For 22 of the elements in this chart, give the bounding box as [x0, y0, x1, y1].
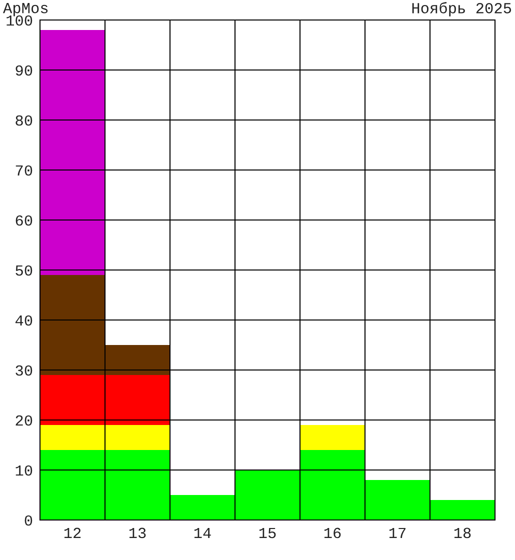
chart-title: ApMos [3, 3, 48, 16]
x-tick-label: 16 [324, 528, 341, 538]
y-tick-label: 70 [16, 165, 32, 176]
y-tick-label: 60 [16, 215, 32, 226]
x-tick-label: 18 [454, 528, 471, 538]
bar [300, 425, 365, 450]
x-tick-label: 15 [259, 528, 276, 538]
y-tick-label: 40 [15, 315, 32, 326]
chart-subtitle: Ноябрь 2025 [412, 2, 512, 16]
bar [40, 30, 105, 275]
y-tick-label: 20 [16, 415, 32, 426]
y-tick-label: 10 [16, 465, 32, 476]
y-tick-label: 50 [16, 265, 32, 276]
x-tick-label: 13 [129, 528, 146, 538]
y-tick-label: 80 [16, 115, 32, 126]
y-tick-label: 90 [16, 65, 32, 76]
x-tick-label: 17 [389, 528, 406, 538]
y-tick-label: 30 [16, 365, 32, 376]
y-tick-label: 0 [24, 515, 32, 526]
y-tick-label: 100 [6, 15, 32, 26]
x-tick-label: 12 [64, 528, 81, 538]
x-tick-label: 14 [194, 528, 211, 538]
